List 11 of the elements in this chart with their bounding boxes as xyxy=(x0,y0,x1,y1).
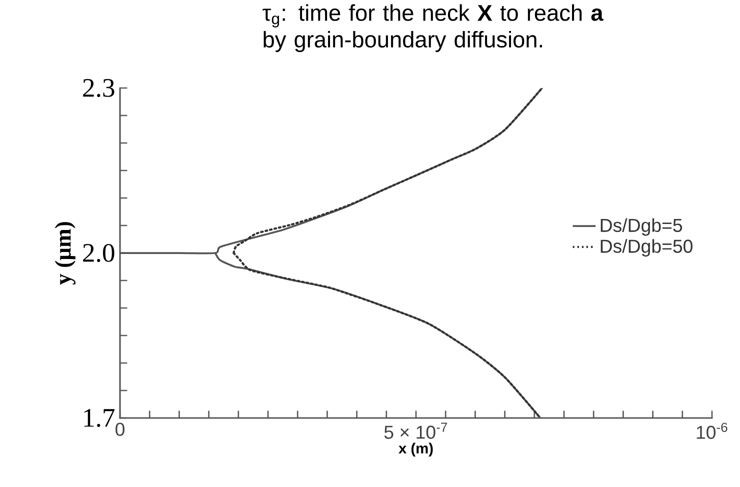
y-tick-label: 2.0 xyxy=(83,244,114,262)
chart-title: τ$_{g}$: time for the neck X to reach a by grain-boundary diffusion. xyxy=(262,4,604,52)
legend-label: Ds/Dgb=5 xyxy=(600,218,682,236)
legend-label: Ds/Dgb=50 xyxy=(600,239,692,257)
y-tick-label: 2.3 xyxy=(83,78,114,98)
x-axis-title: x (m) xyxy=(398,442,433,456)
x-tick-label: 10$^{-6}$ xyxy=(696,422,728,439)
y-axis-title: y (μm) xyxy=(54,222,76,285)
y-tick-label: 1.7 xyxy=(84,409,115,427)
x-tick-label: 0 xyxy=(116,422,124,436)
x-tick-label: 5 × 10$^{-7}$ xyxy=(384,422,448,439)
